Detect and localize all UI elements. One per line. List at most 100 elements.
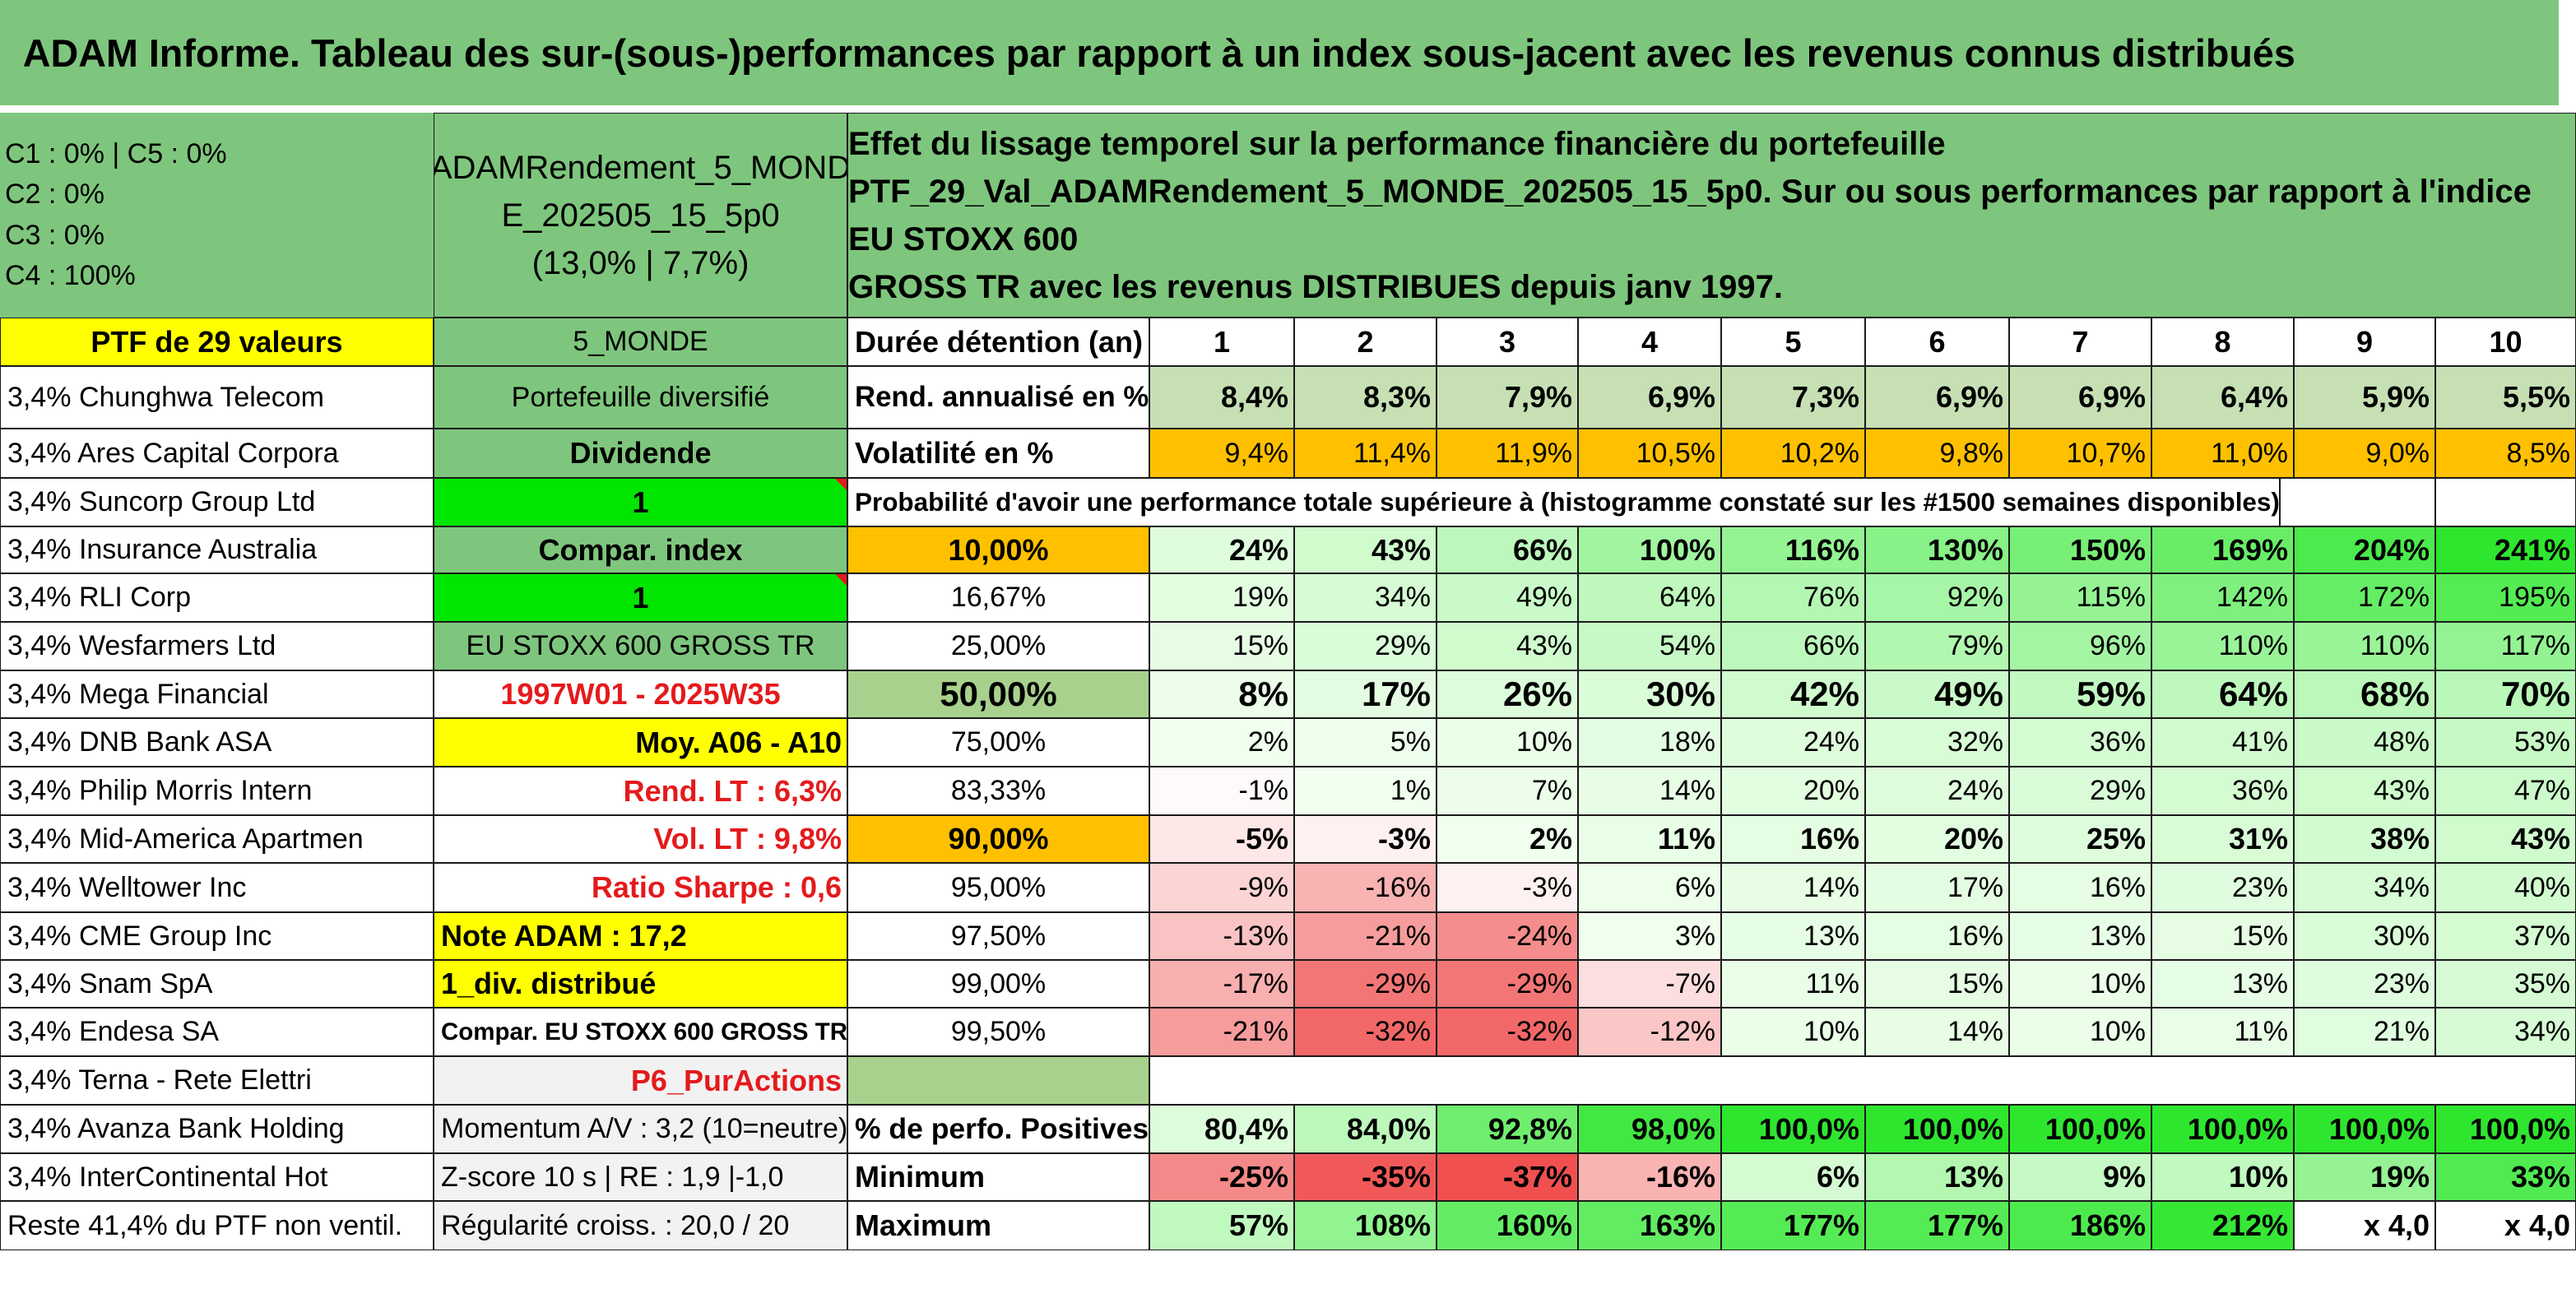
info-cell: Ratio Sharpe : 0,6 — [434, 863, 847, 912]
quantile-value: 30% — [1578, 670, 1721, 718]
class-breakdown: C1 : 0% | C5 : 0% C2 : 0% C3 : 0% C4 : 100% — [0, 113, 434, 318]
quantile-value: 29% — [2009, 767, 2151, 815]
rend-value: 6,9% — [2009, 366, 2151, 429]
quantile-value: 2% — [1149, 718, 1294, 767]
quantile-value: 54% — [1578, 622, 1721, 670]
max-value: x 4,0 — [2294, 1201, 2435, 1250]
max-value: 57% — [1149, 1201, 1294, 1250]
quantile-value: -24% — [1437, 912, 1578, 960]
vol-value: 9,4% — [1149, 429, 1294, 478]
quantile-value: 34% — [1294, 573, 1437, 622]
class-share-line: C4 : 100% — [5, 259, 136, 291]
holding-row: 3,4% Mega Financial — [0, 670, 434, 718]
quantile-label: 16,67% — [847, 573, 1149, 622]
quantile-value: 64% — [2151, 670, 2294, 718]
quantile-label: 97,50% — [847, 912, 1149, 960]
quantile-value: 34% — [2294, 863, 2435, 912]
quantile-value: 8% — [1149, 670, 1294, 718]
fund-name-line: ADAMRendement_5_MOND — [434, 149, 847, 186]
quantile-value: 115% — [2009, 573, 2151, 622]
quantile-value: 68% — [2294, 670, 2435, 718]
quantile-value: 53% — [2435, 718, 2576, 767]
quantile-value: 100% — [1578, 526, 1721, 573]
class-share-line: C2 : 0% — [5, 179, 104, 211]
year-header: 10 — [2435, 318, 2576, 366]
quantile-value: 32% — [1865, 718, 2009, 767]
rend-value: 5,5% — [2435, 366, 2576, 429]
rend-value: 5,9% — [2294, 366, 2435, 429]
quantile-label: 50,00% — [847, 670, 1149, 718]
rend-value: 6,4% — [2151, 366, 2294, 429]
empty-cell — [2435, 478, 2576, 526]
description-line: Effet du lissage temporel sur la perform… — [848, 125, 1946, 162]
empty-cell — [847, 1056, 1149, 1105]
year-header: 1 — [1149, 318, 1294, 366]
holding-row: 3,4% Welltower Inc — [0, 863, 434, 912]
min-value: 9% — [2009, 1153, 2151, 1201]
pos-value: 100,0% — [2009, 1105, 2151, 1153]
quantile-value: 49% — [1865, 670, 2009, 718]
quantile-value: 20% — [1721, 767, 1865, 815]
max-value: 163% — [1578, 1201, 1721, 1250]
pos-value: 92,8% — [1437, 1105, 1578, 1153]
quantile-value: -29% — [1437, 960, 1578, 1008]
quantile-value: 64% — [1578, 573, 1721, 622]
info-cell: Régularité croiss. : 20,0 / 20 — [434, 1201, 847, 1250]
vol-value: 11,9% — [1437, 429, 1578, 478]
holding-row: 3,4% Endesa SA — [0, 1008, 434, 1056]
quantile-value: -3% — [1437, 863, 1578, 912]
description: Effet du lissage temporel sur la perform… — [847, 113, 2576, 318]
quantile-value: 5% — [1294, 718, 1437, 767]
info-cell: Z-score 10 s | RE : 1,9 |-1,0 — [434, 1153, 847, 1201]
pos-value: 100,0% — [2294, 1105, 2435, 1153]
year-header: 9 — [2294, 318, 2435, 366]
quantile-value: 116% — [1721, 526, 1865, 573]
class-share-line: C3 : 0% — [5, 219, 104, 251]
info-cell: Portefeuille diversifié — [434, 366, 847, 429]
year-header: 2 — [1294, 318, 1437, 366]
pos-value: 84,0% — [1294, 1105, 1437, 1153]
duration-label: Durée détention (an) — [847, 318, 1149, 366]
quantile-value: 30% — [2294, 912, 2435, 960]
quantile-value: 26% — [1437, 670, 1578, 718]
class-share-line: C1 : 0% | C5 : 0% — [5, 137, 227, 169]
year-header: 4 — [1578, 318, 1721, 366]
quantile-value: 24% — [1721, 718, 1865, 767]
quantile-value: 16% — [1865, 912, 2009, 960]
quantile-value: 43% — [2294, 767, 2435, 815]
quantile-value: 21% — [2294, 1008, 2435, 1056]
min-label: Minimum — [847, 1153, 1149, 1201]
rend-value: 7,3% — [1721, 366, 1865, 429]
quantile-value: -29% — [1294, 960, 1437, 1008]
quantile-value: 96% — [2009, 622, 2151, 670]
quantile-value: -7% — [1578, 960, 1721, 1008]
info-cell: 1 — [434, 573, 847, 622]
quantile-label: 99,50% — [847, 1008, 1149, 1056]
quantile-value: 14% — [1865, 1008, 2009, 1056]
quantile-label: 90,00% — [847, 815, 1149, 863]
max-value: 212% — [2151, 1201, 2294, 1250]
fund-name-line: E_202505_15_5p0 — [501, 197, 780, 234]
quantile-value: 29% — [1294, 622, 1437, 670]
quantile-value: 14% — [1578, 767, 1721, 815]
quantile-value: -1% — [1149, 767, 1294, 815]
ptf-header: PTF de 29 valeurs — [0, 318, 434, 366]
vol-value: 11,0% — [2151, 429, 2294, 478]
min-value: 19% — [2294, 1153, 2435, 1201]
pos-value: 100,0% — [1865, 1105, 2009, 1153]
holding-row: 3,4% Mid-America Apartmen — [0, 815, 434, 863]
quantile-value: -12% — [1578, 1008, 1721, 1056]
quantile-value: 43% — [2435, 815, 2576, 863]
report-title: ADAM Informe. Tableau des sur-(sous-)per… — [0, 0, 2559, 105]
quantile-value: -21% — [1294, 912, 1437, 960]
pos-value: 100,0% — [2151, 1105, 2294, 1153]
quantile-value: 43% — [1294, 526, 1437, 573]
quantile-label: 99,00% — [847, 960, 1149, 1008]
quantile-value: -9% — [1149, 863, 1294, 912]
min-value: -37% — [1437, 1153, 1578, 1201]
info-cell: Rend. LT : 6,3% — [434, 767, 847, 815]
empty-cell — [2280, 478, 2435, 526]
quantile-value: 18% — [1578, 718, 1721, 767]
min-value: 13% — [1865, 1153, 2009, 1201]
